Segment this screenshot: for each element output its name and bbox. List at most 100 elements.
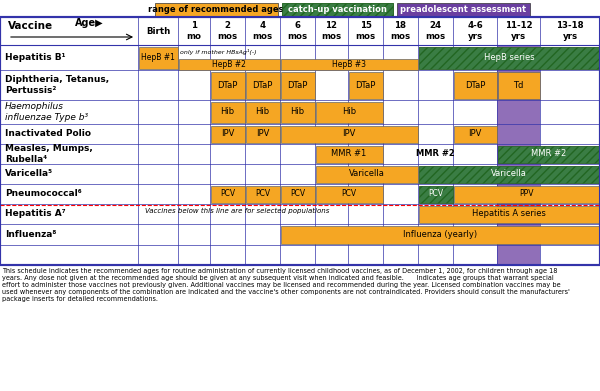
Text: Hepatitis B¹: Hepatitis B¹ bbox=[5, 53, 65, 62]
Text: preadolescent assessment: preadolescent assessment bbox=[400, 5, 526, 14]
Text: This schedule indicates the recommended ages for routine administration of curre: This schedule indicates the recommended … bbox=[2, 268, 570, 302]
Bar bbox=[419, 185, 452, 203]
Bar bbox=[281, 185, 314, 203]
Bar bbox=[281, 226, 599, 244]
Text: range of recommended ages: range of recommended ages bbox=[148, 5, 284, 14]
Text: DTaP: DTaP bbox=[465, 81, 485, 90]
Text: HepB #3: HepB #3 bbox=[332, 60, 366, 69]
Text: Inactivated Polio: Inactivated Polio bbox=[5, 129, 91, 138]
Text: 6
mos: 6 mos bbox=[287, 21, 308, 41]
Text: HepB series: HepB series bbox=[484, 53, 535, 62]
Bar bbox=[211, 185, 245, 203]
Text: 11-12
yrs: 11-12 yrs bbox=[505, 21, 532, 41]
Text: Influenza (yearly): Influenza (yearly) bbox=[403, 230, 477, 239]
Text: Td: Td bbox=[514, 81, 524, 90]
Text: Birth: Birth bbox=[146, 27, 170, 36]
Text: Varicella: Varicella bbox=[491, 170, 527, 179]
Bar bbox=[454, 185, 599, 203]
Text: HepB #1: HepB #1 bbox=[141, 53, 175, 62]
Text: 13-18
yrs: 13-18 yrs bbox=[556, 21, 584, 41]
Text: Hib: Hib bbox=[256, 108, 269, 117]
Text: MMR #2: MMR #2 bbox=[416, 149, 455, 158]
Text: PCV: PCV bbox=[255, 190, 270, 199]
Bar bbox=[139, 47, 178, 68]
Bar bbox=[245, 185, 280, 203]
Bar bbox=[497, 17, 540, 265]
Text: IPV: IPV bbox=[469, 129, 482, 138]
Text: 12
mos: 12 mos bbox=[322, 21, 341, 41]
Text: Vaccines below this line are for selected populations: Vaccines below this line are for selecte… bbox=[145, 208, 329, 214]
Bar bbox=[419, 206, 599, 222]
Text: DTaP: DTaP bbox=[355, 81, 376, 90]
Bar bbox=[0, 17, 600, 265]
Bar bbox=[155, 3, 278, 17]
Text: Vaccine: Vaccine bbox=[8, 21, 53, 31]
Text: IPV: IPV bbox=[256, 129, 269, 138]
Text: DTaP: DTaP bbox=[217, 81, 238, 90]
Text: Pneumococcal⁶: Pneumococcal⁶ bbox=[5, 190, 82, 199]
Bar bbox=[281, 102, 314, 122]
Bar bbox=[497, 72, 539, 99]
Bar bbox=[281, 72, 314, 99]
Text: Age▶: Age▶ bbox=[75, 18, 104, 28]
Text: DTaP: DTaP bbox=[253, 81, 272, 90]
Bar bbox=[282, 3, 393, 17]
Text: HepB #2: HepB #2 bbox=[212, 60, 246, 69]
Bar bbox=[397, 3, 530, 17]
Text: Hepatitis A⁷: Hepatitis A⁷ bbox=[5, 210, 66, 219]
Bar bbox=[282, 3, 393, 17]
Bar bbox=[349, 72, 383, 99]
Text: Hib: Hib bbox=[220, 108, 235, 117]
Text: Varicella: Varicella bbox=[349, 170, 385, 179]
Text: IPV: IPV bbox=[221, 129, 234, 138]
Text: PCV: PCV bbox=[341, 190, 356, 199]
Bar bbox=[0, 17, 600, 45]
Text: MMR #2: MMR #2 bbox=[531, 149, 566, 158]
Bar bbox=[316, 102, 383, 122]
Text: Hepatitis A series: Hepatitis A series bbox=[472, 210, 546, 219]
Text: Hib: Hib bbox=[342, 108, 356, 117]
Bar bbox=[316, 145, 383, 163]
Text: 4
mos: 4 mos bbox=[253, 21, 272, 41]
Bar bbox=[419, 165, 599, 183]
Bar bbox=[211, 102, 245, 122]
Bar bbox=[419, 185, 452, 203]
Text: Influenza⁸: Influenza⁸ bbox=[5, 230, 56, 239]
Bar bbox=[211, 72, 245, 99]
Text: Measles, Mumps,
Rubella⁴: Measles, Mumps, Rubella⁴ bbox=[5, 144, 93, 164]
Text: PCV: PCV bbox=[290, 190, 305, 199]
Text: Diphtheria, Tetanus,
Pertussis²: Diphtheria, Tetanus, Pertussis² bbox=[5, 75, 109, 95]
Bar bbox=[245, 102, 280, 122]
Text: PCV: PCV bbox=[428, 190, 443, 199]
Bar bbox=[419, 165, 599, 183]
Bar bbox=[419, 47, 599, 68]
Text: 18
mos: 18 mos bbox=[391, 21, 410, 41]
Bar bbox=[454, 72, 497, 99]
Text: Hib: Hib bbox=[290, 108, 305, 117]
Text: 1
mo: 1 mo bbox=[187, 21, 202, 41]
Text: PCV: PCV bbox=[220, 190, 235, 199]
Text: 24
mos: 24 mos bbox=[425, 21, 446, 41]
Bar bbox=[316, 185, 383, 203]
Text: MMR #1: MMR #1 bbox=[331, 149, 367, 158]
Text: catch-up vaccination: catch-up vaccination bbox=[287, 5, 386, 14]
Text: 15
mos: 15 mos bbox=[355, 21, 376, 41]
Bar bbox=[281, 59, 418, 70]
Text: Haemophilus
influenzae Type b³: Haemophilus influenzae Type b³ bbox=[5, 102, 88, 122]
Bar bbox=[281, 126, 418, 142]
Bar bbox=[497, 145, 599, 163]
Text: 4-6
yrs: 4-6 yrs bbox=[467, 21, 483, 41]
Bar bbox=[419, 47, 599, 68]
Text: Varicella⁵: Varicella⁵ bbox=[5, 170, 53, 179]
Bar bbox=[245, 126, 280, 142]
Bar bbox=[497, 145, 599, 163]
Bar bbox=[0, 17, 600, 265]
Text: IPV: IPV bbox=[343, 129, 356, 138]
Bar bbox=[454, 126, 497, 142]
Bar bbox=[316, 165, 418, 183]
Bar bbox=[245, 72, 280, 99]
Bar bbox=[211, 126, 245, 142]
Text: only if mother HBsAg¹(-): only if mother HBsAg¹(-) bbox=[180, 49, 257, 55]
Text: DTaP: DTaP bbox=[287, 81, 308, 90]
Bar bbox=[179, 59, 280, 70]
